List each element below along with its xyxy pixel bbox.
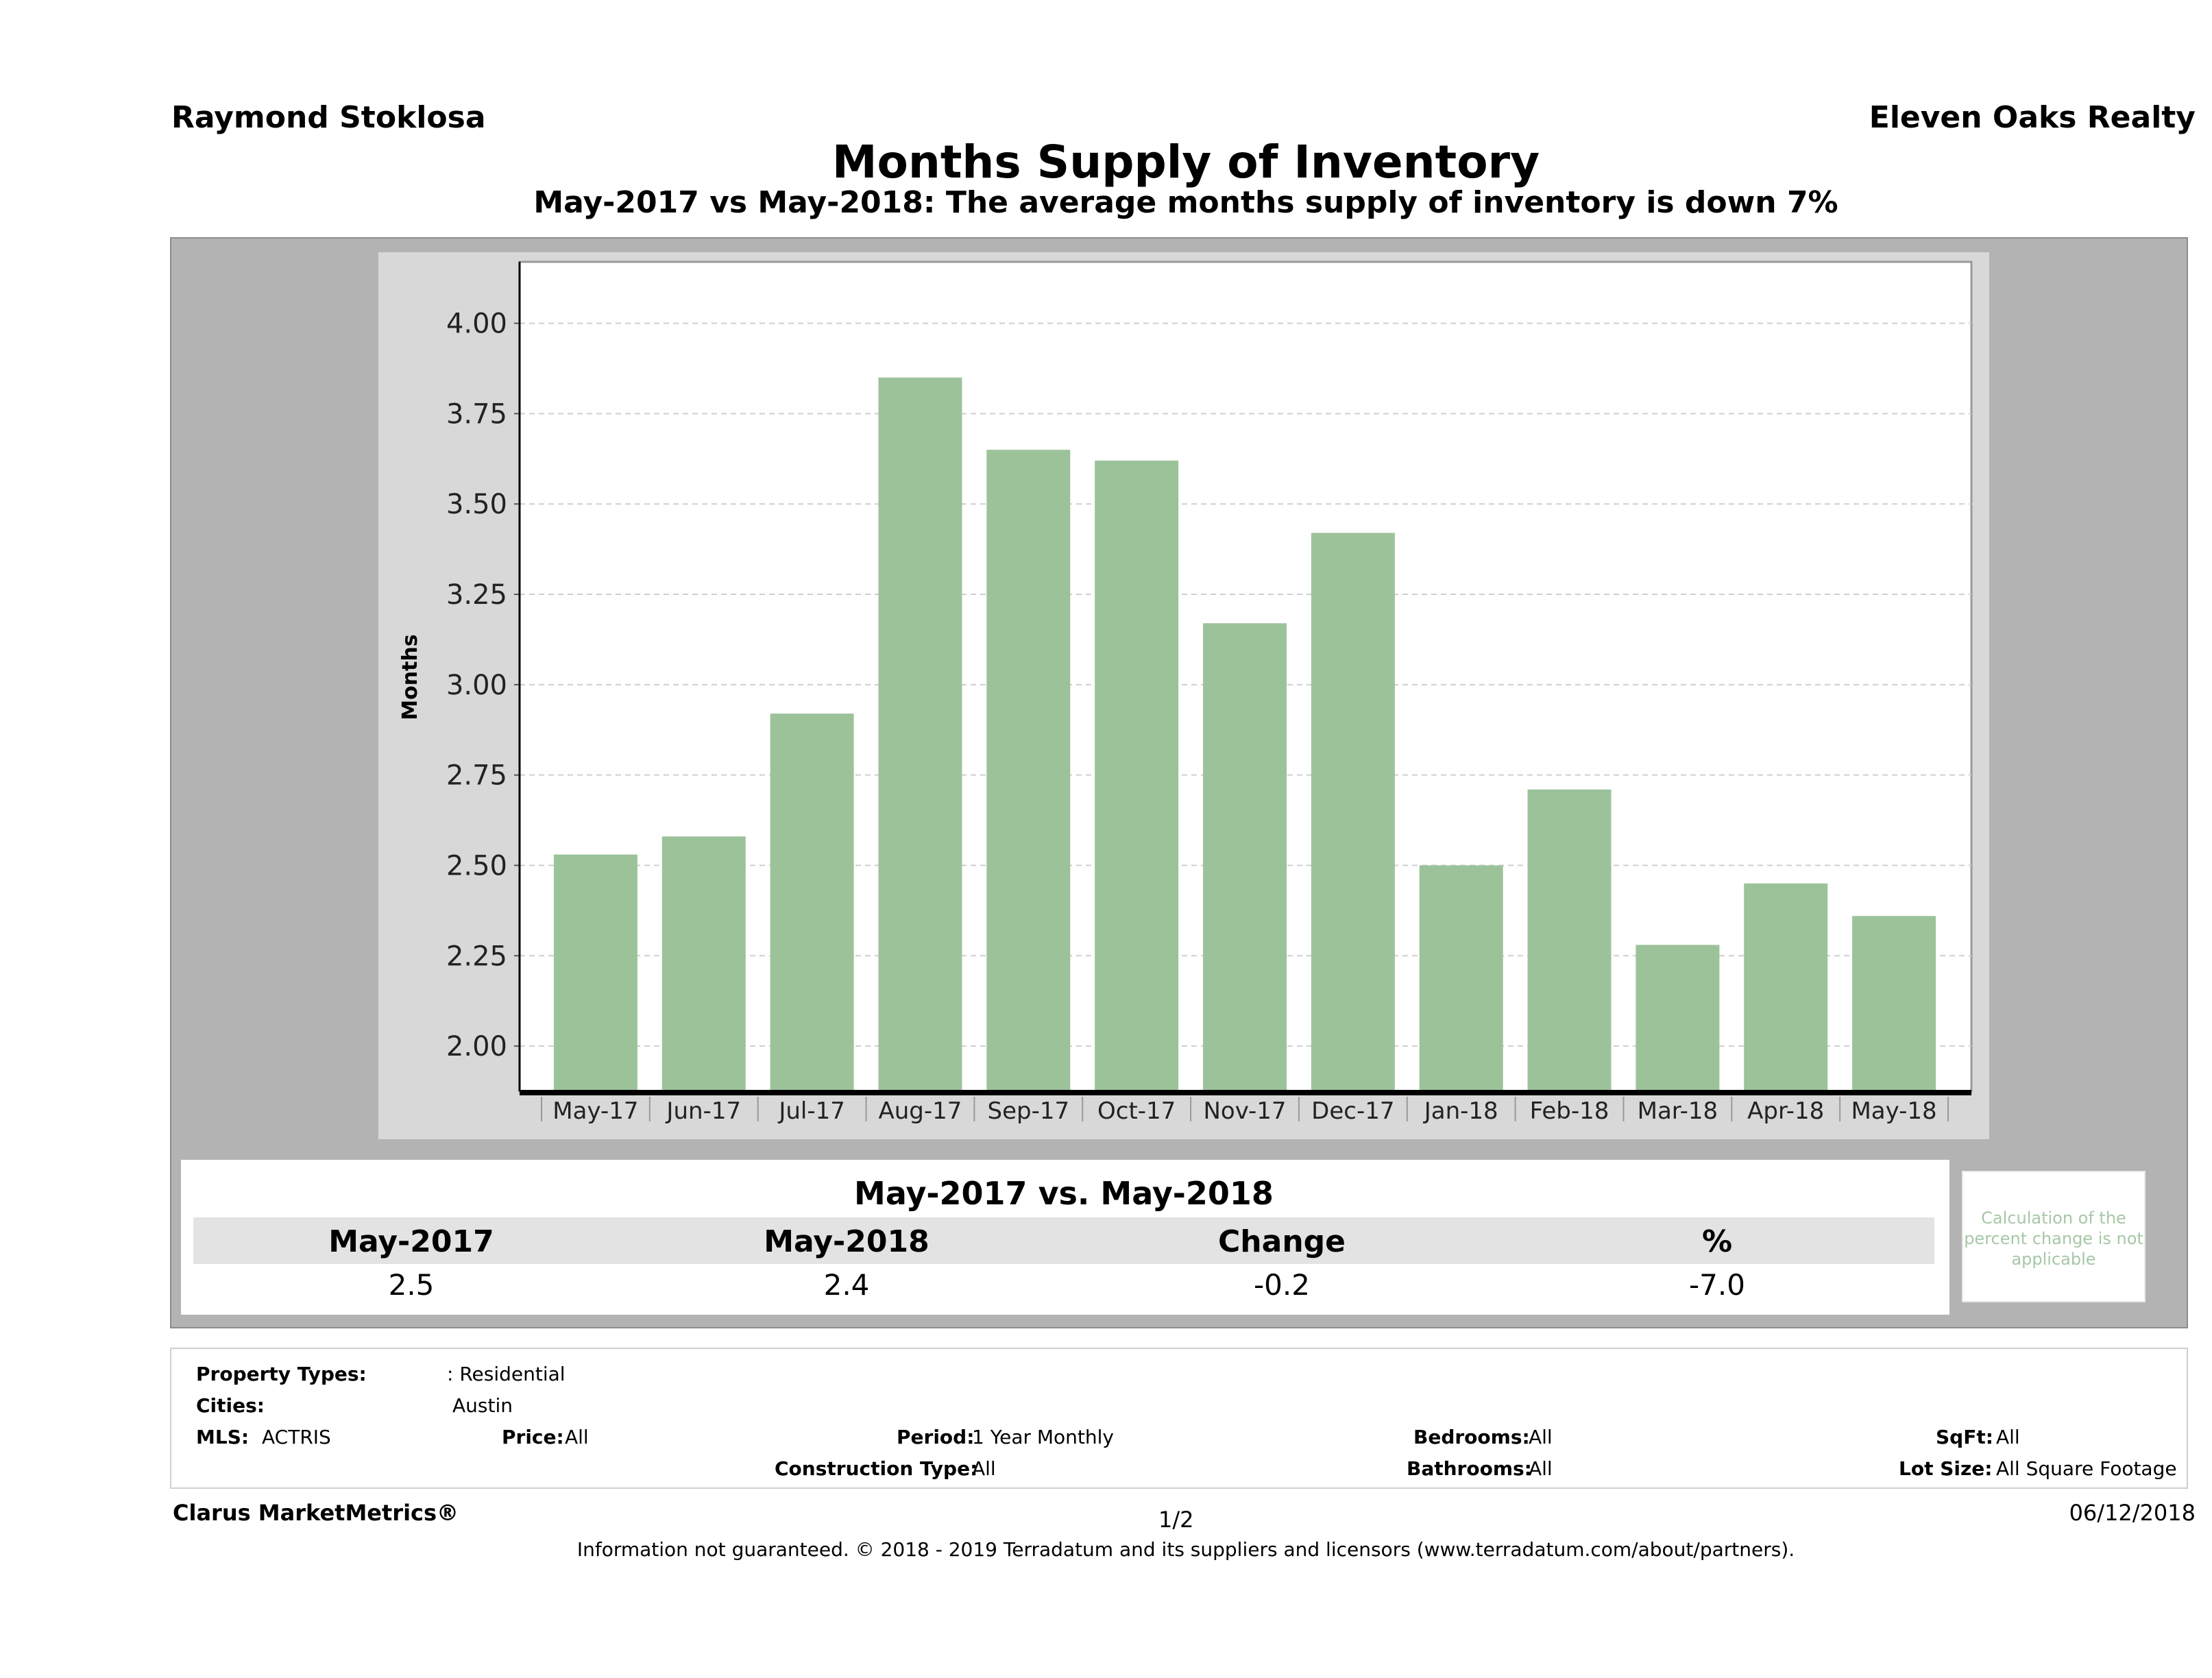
bar-jun-17 xyxy=(661,836,746,1091)
mls-label: MLS: xyxy=(196,1426,250,1448)
bar-aug-17 xyxy=(878,377,962,1091)
x-tick-label: Oct-17 xyxy=(1097,1097,1176,1125)
bar-nov-17 xyxy=(1203,623,1287,1091)
cities-label: Cities: xyxy=(196,1394,265,1417)
cities-value: Austin xyxy=(452,1394,513,1417)
y-tick-label: 4.00 xyxy=(446,308,507,340)
price-value: All xyxy=(565,1426,589,1448)
disclaimer: Information not guaranteed. © 2018 - 201… xyxy=(576,1538,1795,1561)
y-tick-label: 3.50 xyxy=(446,489,507,520)
sqft-value: All xyxy=(1996,1426,2020,1448)
search-criteria-box xyxy=(170,1348,2188,1489)
x-tick-label: Aug-17 xyxy=(879,1097,962,1125)
comparison-title: May-2017 vs. May-2018 xyxy=(854,1175,1274,1212)
agent-name: Raymond Stoklosa xyxy=(171,100,486,135)
bar-mar-18 xyxy=(1636,945,1720,1091)
y-tick-label: 3.25 xyxy=(446,579,507,611)
bar-sep-17 xyxy=(986,450,1071,1091)
x-tick-label: May-18 xyxy=(1851,1097,1936,1125)
bedrooms-label: Bedrooms: xyxy=(1413,1426,1530,1448)
bar-jan-18 xyxy=(1419,865,1503,1091)
bedrooms-value: All xyxy=(1529,1426,1553,1448)
y-tick-label: 2.00 xyxy=(446,1031,507,1062)
x-tick-label: Mar-18 xyxy=(1638,1097,1718,1125)
x-tick-label: Apr-18 xyxy=(1747,1097,1824,1125)
header-may-2018: May-2018 xyxy=(764,1224,929,1259)
bar-apr-18 xyxy=(1744,883,1828,1091)
note-box xyxy=(1962,1171,2146,1302)
x-tick-label: Jul-17 xyxy=(777,1097,845,1125)
period-label: Period: xyxy=(897,1426,975,1448)
comparison-header-row xyxy=(193,1217,1934,1264)
x-tick-label: May-17 xyxy=(552,1097,638,1125)
x-tick-label: Nov-17 xyxy=(1204,1097,1287,1125)
bar-feb-18 xyxy=(1527,789,1612,1091)
report-subtitle: May-2017 vs May-2018: The average months… xyxy=(533,185,1838,220)
period-value: 1 Year Monthly xyxy=(972,1426,1115,1448)
property-types-label: Property Types: xyxy=(196,1363,367,1385)
lot-size-label: Lot Size: xyxy=(1899,1457,1993,1480)
mls-value: ACTRIS xyxy=(262,1426,331,1448)
company-name: Eleven Oaks Realty xyxy=(1869,100,2196,135)
bar-dec-17 xyxy=(1311,533,1395,1091)
y-axis-label: Months xyxy=(398,634,422,720)
value-may-2017: 2.5 xyxy=(388,1268,435,1302)
x-tick-label: Dec-17 xyxy=(1311,1097,1394,1125)
comparison-title-row xyxy=(193,1172,1934,1217)
bar-chart: 2.00 2.25 2.50 2.75 3.00 3.25 3.50 3.75 4.00 May-… xyxy=(398,260,1973,1125)
header-percent: % xyxy=(1701,1224,1733,1259)
percent-change-note: Calculation of the percent change is not… xyxy=(1964,1208,2143,1269)
x-tick-label: Jun-17 xyxy=(665,1097,741,1125)
x-tick-label: Feb-18 xyxy=(1530,1097,1609,1125)
y-tick-label: 3.75 xyxy=(446,398,507,430)
bar-may-18 xyxy=(1852,916,1936,1091)
value-change: -0.2 xyxy=(1254,1268,1310,1302)
bathrooms-value: All xyxy=(1529,1457,1553,1480)
bar-may-17 xyxy=(553,854,637,1091)
header-change: Change xyxy=(1218,1224,1346,1259)
construction-type-value: All xyxy=(972,1457,996,1480)
comparison-value-row xyxy=(193,1264,1934,1304)
y-tick-label: 2.50 xyxy=(446,850,507,881)
property-types-value: : Residential xyxy=(447,1363,566,1385)
brand-name: Clarus MarketMetrics® xyxy=(173,1500,459,1526)
y-tick-label: 3.00 xyxy=(446,670,507,701)
sqft-label: SqFt: xyxy=(1936,1426,1993,1448)
y-tick-label: 2.25 xyxy=(446,940,507,972)
value-percent: -7.0 xyxy=(1689,1268,1745,1302)
page-number: 1/2 xyxy=(1158,1507,1194,1533)
x-tick-label: Sep-17 xyxy=(987,1097,1069,1125)
x-tick-label: Jan-18 xyxy=(1423,1097,1498,1125)
bar-jul-17 xyxy=(770,714,854,1091)
value-may-2018: 2.4 xyxy=(823,1268,870,1302)
y-tick-label: 2.75 xyxy=(446,760,507,792)
lot-size-value: All Square Footage xyxy=(1996,1457,2177,1480)
bathrooms-label: Bathrooms: xyxy=(1407,1457,1532,1480)
bar-oct-17 xyxy=(1095,460,1179,1091)
construction-type-label: Construction Type: xyxy=(775,1457,978,1480)
report-title: Months Supply of Inventory xyxy=(831,136,1540,189)
price-label: Price: xyxy=(502,1426,564,1448)
report-date: 06/12/2018 xyxy=(2069,1500,2196,1526)
header-may-2017: May-2017 xyxy=(328,1224,494,1259)
